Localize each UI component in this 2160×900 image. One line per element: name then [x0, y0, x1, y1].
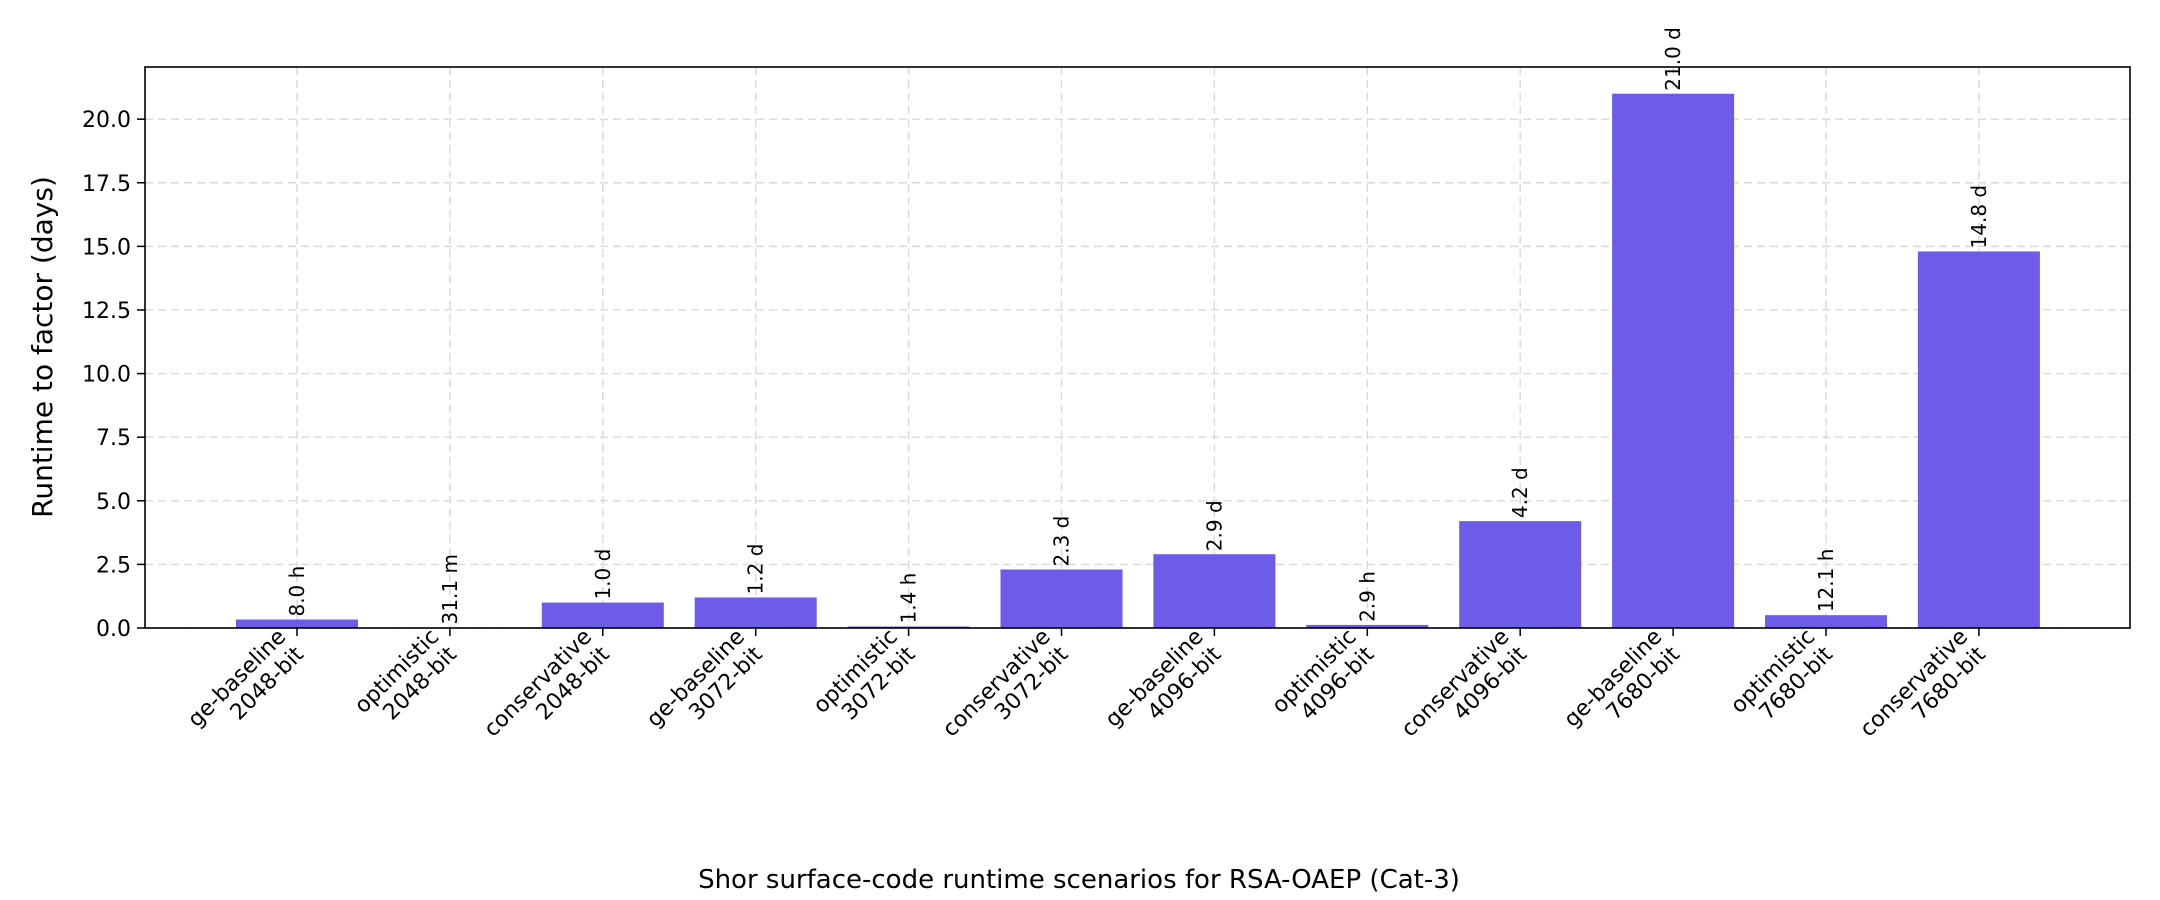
x-tick-label: ge-baseline4096-bit	[1101, 624, 1227, 750]
x-tick-label: conservative7680-bit	[1855, 624, 1991, 760]
x-tick-label: optimistic7680-bit	[1726, 624, 1838, 736]
bar	[1459, 521, 1582, 628]
x-tick-label: conservative3072-bit	[938, 624, 1074, 760]
bar	[1153, 554, 1276, 628]
bar	[1306, 624, 1429, 628]
bar	[236, 619, 358, 628]
bar-value-label: 8.0 h	[285, 566, 309, 617]
bars	[236, 93, 2040, 628]
bar-value-label: 14.8 d	[1967, 185, 1991, 249]
x-tick-label: conservative4096-bit	[1397, 624, 1533, 760]
y-tick-label: 0.0	[96, 617, 131, 642]
bar-value-label: 4.2 d	[1508, 467, 1532, 518]
bar-value-label: 2.9 d	[1202, 500, 1226, 551]
y-tick-label: 12.5	[82, 299, 131, 324]
y-axis-title: Runtime to factor (days)	[26, 176, 59, 518]
bar	[694, 597, 817, 628]
y-tick-label: 10.0	[82, 363, 131, 388]
x-tick-label: ge-baseline7680-bit	[1559, 624, 1685, 750]
bar-value-label: 1.4 h	[897, 573, 921, 624]
y-tick-label: 17.5	[82, 172, 131, 197]
x-tick-label: ge-baseline3072-bit	[642, 624, 768, 750]
data-labels: 8.0 h 31.1 m 1.0 d 1.2 d 1.4 h 2.3 d 2.9 d 2.9 …	[285, 27, 1991, 624]
plot-frame	[144, 66, 2131, 629]
x-tick-label: optimistic4096-bit	[1267, 624, 1379, 736]
bar-value-label: 2.3 d	[1050, 516, 1074, 567]
x-tick-label: conservative2048-bit	[479, 624, 615, 760]
x-tick-label: optimistic2048-bit	[350, 624, 462, 736]
bar-value-label: 12.1 h	[1814, 549, 1838, 613]
bar-value-label: 31.1 m	[438, 554, 462, 624]
bar-value-label: 1.2 d	[744, 544, 768, 595]
x-tick-label: ge-baseline2048-bit	[183, 624, 309, 750]
bar	[1000, 569, 1123, 628]
chart-caption: Shor surface-code runtime scenarios for …	[698, 865, 1460, 895]
y-tick-label: 2.5	[96, 553, 131, 578]
bar	[1765, 615, 1887, 628]
bar-value-label: 21.0 d	[1661, 27, 1685, 91]
bar	[1612, 93, 1735, 628]
bar	[541, 602, 664, 628]
y-tick-label: 20.0	[82, 108, 131, 133]
y-tick-label: 7.5	[96, 426, 131, 451]
bar-value-label: 1.0 d	[591, 549, 615, 600]
x-tick-label: optimistic3072-bit	[809, 624, 921, 736]
grid	[145, 67, 2130, 629]
bar	[1917, 251, 2040, 628]
y-tick-label: 15.0	[82, 235, 131, 260]
bar-value-label: 2.9 h	[1355, 571, 1379, 622]
y-tick-label: 5.0	[96, 490, 131, 515]
